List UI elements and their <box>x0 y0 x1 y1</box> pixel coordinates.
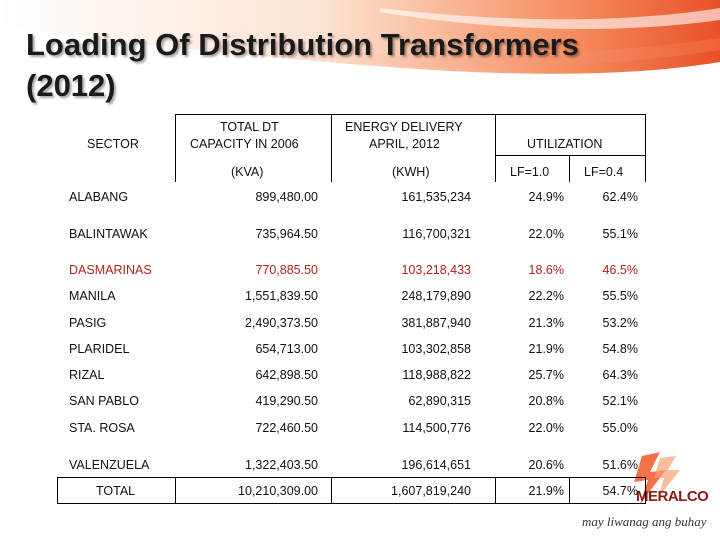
lf-1-cell: 20.8% <box>528 394 564 408</box>
lf-0-4-cell: 55.1% <box>602 227 638 241</box>
sector-cell: MANILA <box>69 289 116 303</box>
tagline: may liwanag ang buhay <box>582 514 707 529</box>
meralco-logo-icon <box>634 452 680 504</box>
total-divider-2 <box>331 477 332 504</box>
column-divider-2 <box>331 114 332 182</box>
logo-text: MERALCO <box>636 488 709 505</box>
capacity-cell: 735,964.50 <box>255 227 318 241</box>
capacity-cell: 419,290.50 <box>255 394 318 408</box>
table-bottom-border <box>57 503 646 504</box>
total-lf-1: 21.9% <box>528 484 564 498</box>
column-divider-3 <box>495 114 496 182</box>
energy-cell: 248,179,890 <box>401 289 471 303</box>
energy-cell: 103,218,433 <box>401 263 471 277</box>
lf-1-cell: 20.6% <box>528 458 564 472</box>
total-divider-3 <box>495 477 496 504</box>
energy-cell: 114,500,776 <box>402 421 471 435</box>
energy-cell: 62,890,315 <box>408 394 471 408</box>
table-right-border <box>645 114 646 182</box>
lf-0-4-cell: 52.1% <box>602 394 638 408</box>
lf-1-cell: 25.7% <box>528 368 564 382</box>
header-bottom-border <box>495 155 646 156</box>
sector-cell: STA. ROSA <box>69 421 135 435</box>
header-capacity-line1: TOTAL DT <box>220 120 279 134</box>
header-capacity-line2: CAPACITY IN 2006 <box>190 137 299 151</box>
sector-cell: DASMARINAS <box>69 263 152 277</box>
total-energy: 1,607,819,240 <box>391 484 471 498</box>
sector-cell: VALENZUELA <box>69 458 150 472</box>
capacity-cell: 2,490,373.50 <box>245 316 318 330</box>
energy-cell: 103,302,858 <box>401 342 471 356</box>
column-divider-1 <box>175 114 176 182</box>
total-top-border <box>57 477 646 478</box>
energy-cell: 161,535,234 <box>401 190 471 204</box>
header-lf-1: LF=1.0 <box>510 165 550 179</box>
transformer-loading-table: SECTOR TOTAL DT CAPACITY IN 2006 (KVA) E… <box>57 114 646 504</box>
lf-0-4-cell: 46.5% <box>602 263 638 277</box>
lf-1-cell: 18.6% <box>528 263 564 277</box>
table-top-border <box>175 114 646 115</box>
capacity-cell: 722,460.50 <box>255 421 318 435</box>
lf-0-4-cell: 53.2% <box>602 316 638 330</box>
header-energy-unit: (KWH) <box>392 165 430 179</box>
lf-1-cell: 22.0% <box>528 227 564 241</box>
lf-1-cell: 24.9% <box>528 190 564 204</box>
sector-cell: PLARIDEL <box>69 342 130 356</box>
sector-cell: BALINTAWAK <box>69 227 148 241</box>
column-divider-4 <box>569 155 570 182</box>
header-energy-line2: APRIL, 2012 <box>369 137 440 151</box>
lf-0-4-cell: 64.3% <box>602 368 638 382</box>
lf-0-4-cell: 55.5% <box>602 289 638 303</box>
header-lf-0-4: LF=0.4 <box>584 165 624 179</box>
energy-cell: 118,988,822 <box>402 368 471 382</box>
sector-cell: ALABANG <box>69 190 129 204</box>
title-line-2: (2012) <box>26 68 116 103</box>
total-divider-5 <box>645 477 646 504</box>
total-divider-0 <box>57 477 58 504</box>
lf-0-4-cell: 55.0% <box>602 421 638 435</box>
lf-0-4-cell: 51.6% <box>602 458 638 472</box>
total-divider-4 <box>569 477 570 504</box>
sector-cell: RIZAL <box>69 368 105 382</box>
energy-cell: 381,887,940 <box>401 316 471 330</box>
lf-1-cell: 21.9% <box>528 342 564 356</box>
lf-1-cell: 21.3% <box>528 316 564 330</box>
capacity-cell: 654,713.00 <box>255 342 318 356</box>
energy-cell: 116,700,321 <box>402 227 471 241</box>
capacity-cell: 770,885.50 <box>255 263 318 277</box>
header-sector: SECTOR <box>87 137 139 151</box>
total-capacity: 10,210,309.00 <box>238 484 318 498</box>
lf-1-cell: 22.2% <box>528 289 564 303</box>
lf-0-4-cell: 54.8% <box>602 342 638 356</box>
capacity-cell: 642,898.50 <box>255 368 318 382</box>
capacity-cell: 1,322,403.50 <box>245 458 318 472</box>
header-utilization: UTILIZATION <box>527 137 603 151</box>
header-energy-line1: ENERGY DELIVERY <box>345 120 463 134</box>
capacity-cell: 1,551,839.50 <box>245 289 318 303</box>
header-capacity-unit: (KVA) <box>231 165 264 179</box>
title-line-1: Loading Of Distribution Transformers <box>26 27 579 62</box>
energy-cell: 196,614,651 <box>401 458 471 472</box>
lf-0-4-cell: 62.4% <box>602 190 638 204</box>
slide-title: Loading Of Distribution Transformers (20… <box>26 24 579 106</box>
lf-1-cell: 22.0% <box>528 421 564 435</box>
sector-cell: PASIG <box>69 316 107 330</box>
total-lf-0-4: 54.7% <box>602 484 638 498</box>
total-label: TOTAL <box>96 484 136 498</box>
sector-cell: SAN PABLO <box>69 394 139 408</box>
total-divider-1 <box>175 477 176 504</box>
capacity-cell: 899,480.00 <box>255 190 318 204</box>
